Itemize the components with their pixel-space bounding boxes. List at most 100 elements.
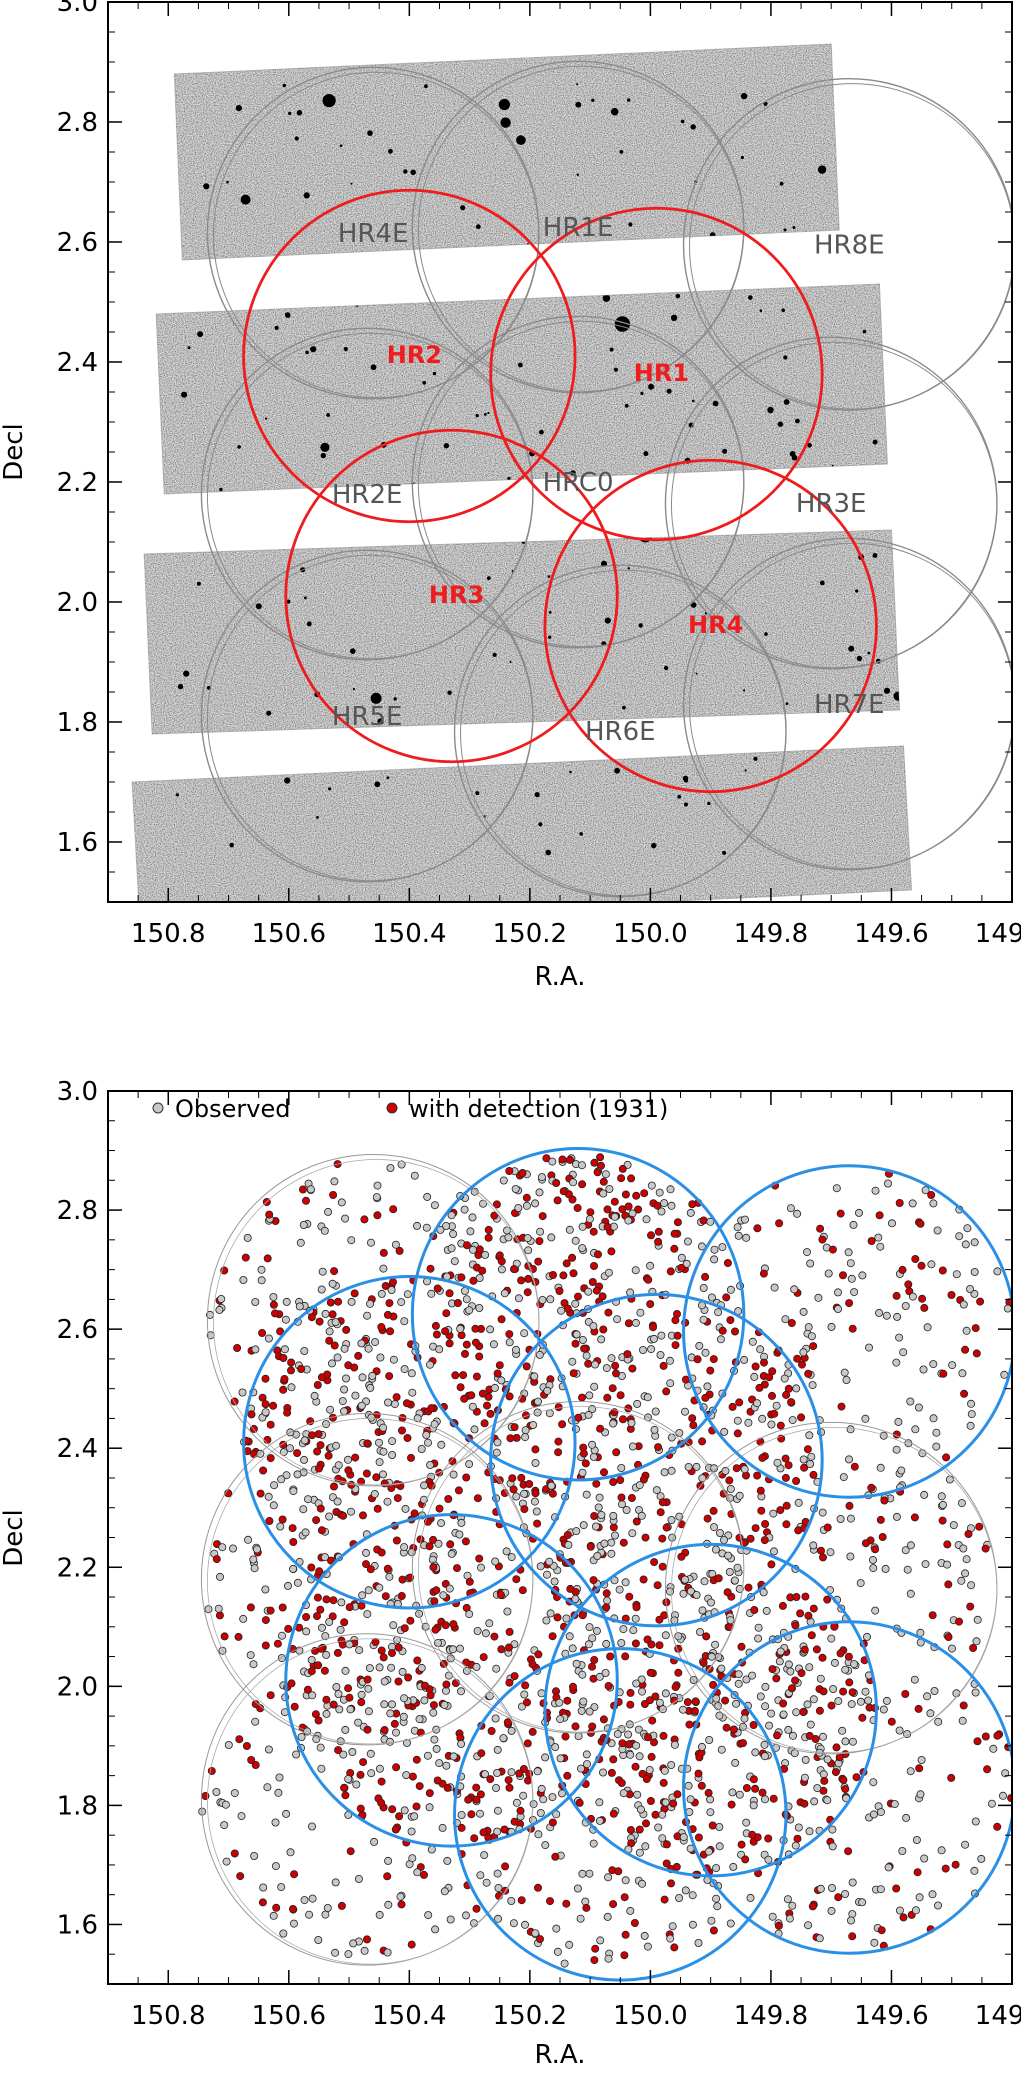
observed-point (869, 1810, 878, 1819)
detection-point (307, 1313, 316, 1322)
observed-point (694, 1939, 703, 1948)
observed-point (911, 1425, 920, 1434)
observed-point (400, 1806, 409, 1815)
observed-point (793, 1209, 802, 1218)
observed-point (733, 1563, 742, 1572)
detection-point (395, 1246, 404, 1255)
bright-source (339, 144, 343, 147)
detection-point (599, 1325, 608, 1334)
detection-point (619, 1538, 628, 1547)
detection-point (425, 1789, 434, 1798)
detection-point (588, 1662, 597, 1671)
detection-point (351, 1453, 360, 1462)
detection-point (697, 1781, 706, 1790)
detection-point (852, 1773, 861, 1782)
detection-point (566, 1584, 575, 1593)
detection-point (761, 1520, 770, 1529)
observed-point (635, 1752, 644, 1761)
detection-point (469, 1276, 478, 1285)
bright-source (157, 128, 162, 134)
observed-point (364, 1707, 373, 1716)
observed-point (834, 1697, 843, 1706)
observed-point (626, 1906, 635, 1915)
observed-point (375, 1764, 384, 1773)
gray-field-circle (682, 537, 1012, 871)
detection-point (279, 1385, 288, 1394)
bright-source (350, 648, 356, 654)
observed-point (429, 1708, 438, 1717)
observed-point (930, 1687, 939, 1696)
detection-point (315, 1567, 324, 1576)
detection-point (588, 1722, 597, 1731)
observed-point (489, 1340, 498, 1349)
observed-point (919, 1365, 928, 1374)
observed-point (816, 1884, 825, 1893)
observed-point (343, 1455, 352, 1464)
observed-point (858, 1271, 867, 1280)
bright-source (498, 98, 510, 111)
detection-point (976, 1297, 985, 1306)
observed-point (333, 1497, 342, 1506)
observed-point (430, 1201, 439, 1210)
observed-point (448, 1645, 457, 1654)
detection-point (658, 1498, 667, 1507)
detection-point (448, 1457, 457, 1466)
observed-point (961, 1840, 970, 1849)
observed-point (621, 1876, 630, 1885)
observed-point (730, 1576, 739, 1585)
gray-field-circle (206, 1153, 540, 1487)
observed-point (726, 1919, 735, 1928)
detection-point (286, 1366, 295, 1375)
observed-point (514, 1204, 523, 1213)
detection-point (533, 1519, 542, 1528)
observed-point (360, 1946, 369, 1955)
detection-point (844, 1652, 853, 1661)
observed-point (906, 1541, 915, 1550)
bright-source (584, 256, 590, 263)
bright-source (355, 303, 359, 307)
observed-point (385, 1572, 394, 1581)
observed-point (536, 1227, 545, 1236)
observed-point (354, 1875, 363, 1884)
bright-source (366, 530, 371, 535)
x-tick-label: 150.8 (131, 919, 205, 949)
detection-point (768, 1367, 777, 1376)
observed-point (710, 1245, 719, 1254)
x-axis-label: R.A. (535, 962, 586, 992)
x-tick-label: 149.6 (854, 2001, 928, 2031)
detection-point (251, 1761, 260, 1770)
detection-point (626, 1700, 635, 1709)
detection-point (728, 1402, 737, 1411)
detection-point (655, 1641, 664, 1650)
detection-point (251, 1700, 260, 1709)
bright-source (479, 268, 494, 283)
observed-point (530, 1497, 539, 1506)
observed-point (322, 1650, 331, 1659)
observed-point (603, 1912, 612, 1921)
detection-point (628, 1364, 637, 1373)
observed-point (819, 1732, 828, 1741)
detection-point (701, 1393, 710, 1402)
detection-point (394, 1643, 403, 1652)
observed-point (1001, 1769, 1010, 1778)
detection-point (503, 1718, 512, 1727)
observed-point (846, 1552, 855, 1561)
detection-point (445, 1339, 454, 1348)
observed-point (344, 1950, 353, 1959)
observed-point (520, 1329, 529, 1338)
detection-point (819, 1553, 828, 1562)
observed-point (320, 1226, 329, 1235)
observed-point (681, 1886, 690, 1895)
observed-point (754, 1634, 763, 1643)
detection-point (602, 1603, 611, 1612)
detection-point (441, 1621, 450, 1630)
detection-point (531, 1445, 540, 1454)
observed-point (888, 1219, 897, 1228)
observed-point (282, 1297, 291, 1306)
detection-point (781, 1473, 790, 1482)
x-tick-label: 149.4 (975, 2001, 1021, 2031)
observed-point (449, 1230, 458, 1239)
observed-point (220, 1821, 229, 1830)
detection-point (534, 1650, 543, 1659)
detection-point (442, 1680, 451, 1689)
